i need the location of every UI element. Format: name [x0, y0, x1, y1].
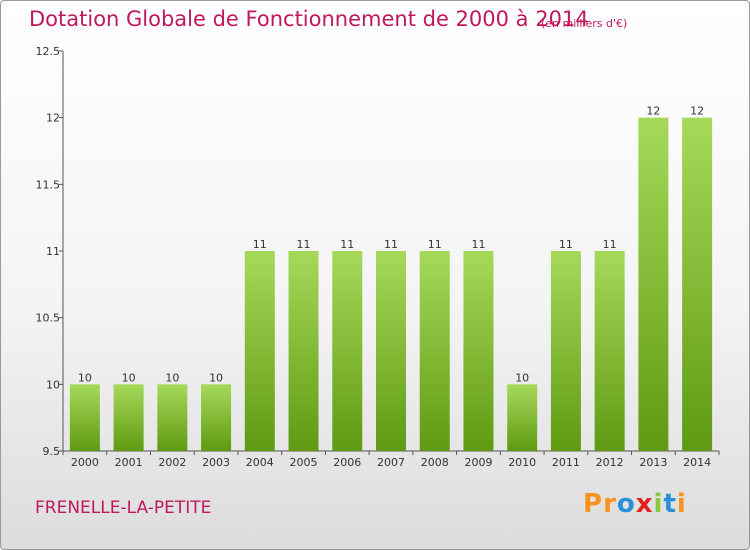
- data-label: 10: [122, 371, 136, 384]
- commune-name: FRENELLE-LA-PETITE: [35, 498, 212, 518]
- bar: [69, 384, 100, 451]
- data-label: 11: [340, 238, 354, 251]
- bar: [332, 251, 363, 451]
- x-tick-label: 2012: [596, 456, 624, 469]
- x-tick-labels: 2000 2001 2002 2003 2004 2005 2006 2007 2008 2009…: [71, 456, 711, 469]
- x-tick-label: 2007: [377, 456, 405, 469]
- x-tick-label: 2004: [246, 456, 274, 469]
- data-label: 11: [603, 238, 617, 251]
- x-tick-label: 2003: [202, 456, 230, 469]
- x-tick-label: 2005: [290, 456, 318, 469]
- y-tick-label: 11: [46, 245, 60, 258]
- data-label: 10: [78, 371, 92, 384]
- y-tick-label: 9.5: [43, 445, 61, 458]
- logo-letter: i: [676, 489, 687, 519]
- bar: [113, 384, 144, 451]
- y-tick-label: 12: [46, 112, 60, 125]
- y-tick-label: 10: [46, 378, 60, 391]
- proxiti-logo: Proxiti: [583, 489, 687, 519]
- logo-letter: t: [663, 489, 677, 519]
- bar: [638, 117, 669, 452]
- bar: [419, 251, 450, 451]
- bar: [594, 251, 625, 451]
- bar: [463, 251, 494, 451]
- x-tick-label: 2006: [333, 456, 361, 469]
- bar: [550, 251, 581, 451]
- bar: [157, 384, 188, 451]
- logo-letter: i: [653, 489, 664, 519]
- bar: [682, 117, 713, 452]
- y-tick-labels: 9.5 10 10.5 11 11.5 12 12.5: [36, 45, 61, 458]
- logo-letter: o: [616, 489, 636, 519]
- bar: [244, 251, 275, 451]
- data-label: 11: [428, 238, 442, 251]
- data-label: 12: [690, 105, 704, 118]
- data-labels: 10 10 10 10 11 11 11 11 11 11 10 11 11 12 12: [78, 105, 704, 385]
- data-label: 10: [515, 371, 529, 384]
- bars: [69, 117, 713, 452]
- chart-title: Dotation Globale de Fonctionnement de 20…: [29, 7, 589, 31]
- data-label: 11: [297, 238, 311, 251]
- x-tick-label: 2011: [552, 456, 580, 469]
- x-tick-label: 2008: [421, 456, 449, 469]
- bar: [201, 384, 232, 451]
- data-label: 10: [209, 371, 223, 384]
- data-label: 11: [253, 238, 267, 251]
- data-label: 11: [559, 238, 573, 251]
- x-tick-label: 2013: [639, 456, 667, 469]
- x-tick-label: 2002: [158, 456, 186, 469]
- x-tick-label: 2001: [115, 456, 143, 469]
- unit-note: (en milliers d'€): [541, 17, 628, 30]
- x-tick-label: 2010: [508, 456, 536, 469]
- bar: [376, 251, 406, 451]
- x-tick-label: 2014: [683, 456, 711, 469]
- x-tick-label: 2000: [71, 456, 99, 469]
- logo-letter: r: [603, 489, 617, 519]
- data-label: 11: [384, 238, 398, 251]
- y-tick-label: 12.5: [36, 45, 61, 58]
- data-label: 11: [471, 238, 485, 251]
- logo-letter: x: [635, 489, 654, 519]
- data-label: 10: [165, 371, 179, 384]
- x-tick-label: 2009: [464, 456, 492, 469]
- y-tick-label: 11.5: [36, 178, 61, 191]
- bar: [507, 384, 538, 451]
- y-tick-label: 10.5: [36, 312, 61, 325]
- logo-letter: P: [583, 489, 604, 519]
- data-label: 12: [646, 105, 660, 118]
- bar: [288, 251, 319, 451]
